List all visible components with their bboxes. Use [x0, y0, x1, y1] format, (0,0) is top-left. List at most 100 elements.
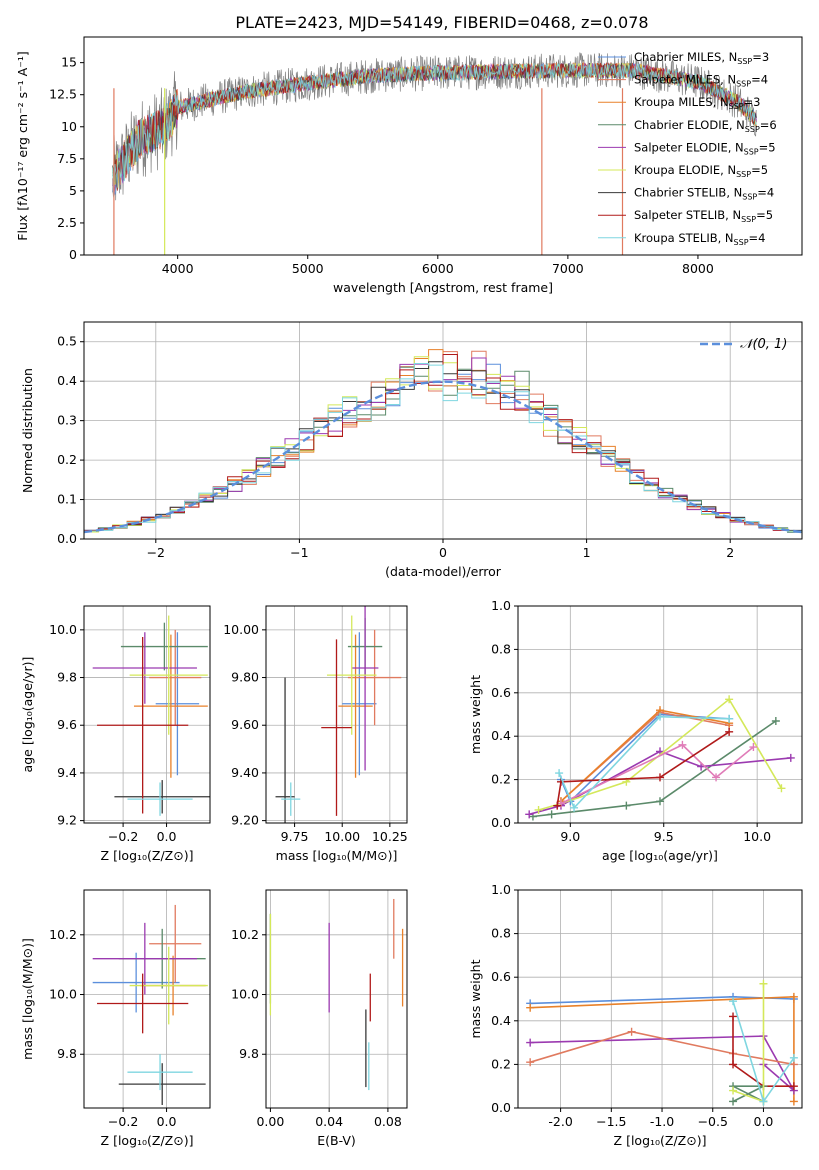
y-tick-label: 9.60 [231, 717, 259, 732]
x-tick-label: -2.0 [548, 1114, 572, 1129]
y-tick-label: 1.0 [491, 598, 511, 613]
data-point-marker [553, 801, 562, 810]
data-point-marker [526, 1058, 535, 1067]
y-tick-label: 9.8 [57, 670, 77, 685]
x-tick-label: 0.0 [157, 829, 177, 844]
x-tick-label: 9.75 [281, 829, 309, 844]
x-tick-label: 10.25 [372, 829, 408, 844]
residuals-panel: −2 −1 0 1 2 0.0 0.1 0.2 0.3 0.4 0.5 (data-model)/er… [20, 321, 803, 579]
series-path [532, 720, 777, 818]
series-path [560, 743, 754, 805]
y-tick-label: 9.40 [231, 765, 259, 780]
data-point-marker [777, 784, 786, 793]
errorbar-point [97, 973, 189, 1034]
x-tick-label: 6000 [422, 261, 454, 276]
y-tick-label: 0.0 [57, 531, 77, 546]
errorbar-point [127, 782, 193, 816]
errorbar-point [97, 637, 189, 814]
errorbar-point [321, 639, 352, 816]
series-path [560, 711, 730, 802]
legend-entry: Kroupa MILES, NSSP=3 [634, 95, 760, 111]
x-tick-label: 2 [726, 545, 734, 560]
y-tick-label: 0.3 [57, 413, 77, 428]
y-tick-label: 10.0 [49, 987, 77, 1002]
age_vs_mass-plot-area [275, 606, 402, 823]
y-tick-label: 5 [69, 183, 77, 198]
residual-histogram [84, 363, 802, 532]
x-tick-label: 0 [439, 545, 447, 560]
x-axis-label: Z [log₁₀(Z/Z⊙)] [614, 1133, 707, 1148]
data-point-marker [526, 1003, 535, 1012]
x-tick-label: −1 [290, 545, 308, 560]
data-point-marker [547, 810, 556, 819]
data-point-marker [678, 740, 687, 749]
y-tick-label: 0 [69, 247, 77, 262]
data-point-marker [555, 769, 564, 778]
data-point-marker [789, 1082, 798, 1091]
y-axis-label: Flux [fλ10⁻¹⁷ erg cm⁻² s⁻¹ A⁻¹] [15, 51, 30, 240]
errorbar-point [92, 632, 197, 704]
y-tick-label: 0.6 [491, 685, 511, 700]
errorbar-point [120, 622, 208, 671]
residuals-plot-area [84, 349, 802, 534]
data-point-marker [526, 1038, 535, 1047]
y-tick-label: 9.80 [231, 670, 259, 685]
x-tick-label: −1.5 [596, 1114, 626, 1129]
legend-entry: Salpeter STELIB, NSSP=5 [634, 208, 773, 224]
plots-group: 4000 5000 6000 7000 800002.557.51012.515wave… [15, 36, 803, 1148]
x-tick-label: 9.0 [560, 829, 580, 844]
y-tick-label: 10.00 [223, 622, 259, 637]
errorbar-point [351, 606, 379, 771]
y-tick-label: 9.6 [57, 717, 77, 732]
data-point-marker [525, 810, 534, 819]
series-line [729, 997, 798, 1106]
x-axis-label: mass [log₁₀(M/M⊙)] [276, 848, 398, 863]
errorbar-point [118, 1063, 206, 1106]
model-spectrum-line [112, 62, 757, 198]
data-point-marker [725, 727, 734, 736]
x-tick-label: −2 [147, 545, 165, 560]
legend-entry: Chabrier STELIB, NSSP=4 [634, 186, 774, 202]
data-point-marker [786, 753, 795, 762]
axes-frame [265, 889, 408, 1109]
errorbar-point [114, 780, 210, 814]
x-tick-label: −0.5 [698, 1114, 728, 1129]
y-tick-label: 9.8 [57, 1046, 77, 1061]
y-tick-label: 1.0 [491, 882, 511, 897]
mass_vs_ebv-panel: 0.00 0.04 0.08 9.8 10.0 10.2 E(B-V) [231, 889, 408, 1148]
age_vs_mass-panel: 9.75 10.00 10.25 9.20 9.40 9.60 9.80 10.00 mass … [223, 605, 408, 863]
axes-frame [83, 889, 211, 1109]
y-tick-label: 0.8 [491, 641, 511, 656]
series-line [525, 747, 795, 819]
data-point-marker [725, 695, 734, 704]
data-point-marker [534, 805, 543, 814]
x-axis-label: Z [log₁₀(Z/Z⊙)] [101, 848, 194, 863]
y-tick-label: 0.6 [491, 969, 511, 984]
x-axis-label: (data-model)/error [385, 564, 502, 579]
data-point-marker [789, 1097, 798, 1106]
y-tick-label: 2.5 [57, 215, 77, 230]
errorbar-point [338, 634, 373, 778]
y-tick-label: 10.2 [231, 927, 259, 942]
weight_vs_Z-plot-area [526, 979, 798, 1106]
legend-entry: Kroupa STELIB, NSSP=4 [634, 231, 765, 247]
errorbar-point [133, 634, 208, 778]
axes-frame [265, 605, 408, 824]
series-path [732, 1085, 764, 1103]
errorbar-point [326, 615, 377, 735]
errorbar-point [275, 677, 295, 823]
series-path [558, 715, 730, 810]
data-point-marker [656, 773, 664, 782]
y-tick-label: 0.8 [491, 926, 511, 941]
errorbar-point [129, 615, 208, 735]
x-tick-label: −0.2 [108, 829, 138, 844]
y-axis-label: mass weight [468, 959, 483, 1038]
legend-entry: Chabrier ELODIE, NSSP=6 [634, 118, 777, 134]
y-tick-label: 9.2 [57, 813, 77, 828]
series-line [556, 740, 758, 808]
data-point-marker [729, 997, 738, 1006]
x-tick-label: 1 [583, 545, 591, 560]
x-tick-label: −0.2 [108, 1114, 138, 1129]
axes-frame [83, 321, 803, 540]
data-point-marker [570, 803, 579, 812]
